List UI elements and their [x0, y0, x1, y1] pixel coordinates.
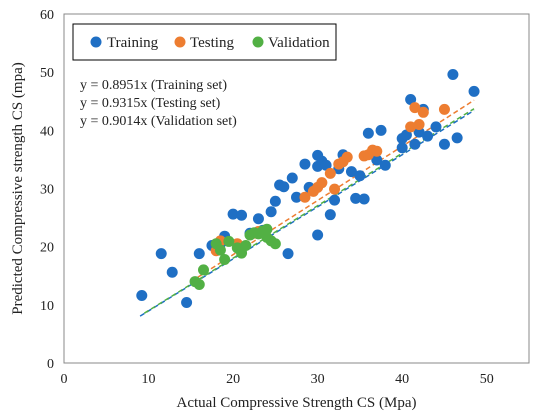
point-testing — [405, 121, 417, 133]
point-training — [155, 248, 167, 260]
point-training — [227, 208, 239, 220]
y-tick-label: 40 — [40, 124, 54, 139]
point-training — [324, 209, 336, 221]
point-training — [329, 194, 341, 206]
legend-label-testing: Testing — [190, 35, 234, 51]
point-training — [320, 159, 332, 171]
point-training — [400, 129, 412, 141]
point-training — [422, 130, 434, 142]
point-training — [375, 124, 387, 136]
point-training — [282, 248, 294, 260]
point-validation — [198, 264, 209, 276]
point-training — [438, 138, 450, 150]
data-points — [136, 68, 480, 309]
x-tick-label: 40 — [395, 372, 409, 387]
point-validation — [240, 240, 252, 252]
point-validation — [193, 278, 205, 290]
point-training — [166, 266, 178, 278]
y-tick-label: 20 — [40, 241, 54, 256]
point-testing — [417, 106, 429, 118]
point-training — [345, 166, 357, 178]
legend-label-validation: Validation — [268, 35, 330, 51]
equation-validation: y = 0.9014x (Validation set) — [80, 114, 237, 129]
point-training — [291, 191, 302, 203]
point-training — [379, 159, 391, 171]
trendline-equations: y = 0.8951x (Training set) y = 0.9315x (… — [80, 78, 237, 129]
x-tick-label: 20 — [226, 372, 240, 387]
legend-box — [72, 23, 337, 61]
point-validation — [214, 244, 226, 256]
point-testing — [299, 191, 311, 203]
equation-training: y = 0.8951x (Training set) — [80, 78, 227, 93]
point-training — [409, 138, 421, 150]
plot-frame — [63, 13, 530, 364]
x-tick-label: 10 — [142, 372, 156, 387]
legend-marker-training — [90, 36, 102, 48]
point-training — [299, 158, 311, 170]
legend: Training Testing Validation — [72, 23, 337, 61]
y-tick-label: 60 — [40, 8, 54, 23]
y-tick-label: 50 — [40, 66, 54, 81]
legend-marker-validation — [252, 36, 264, 48]
point-validation — [223, 235, 235, 247]
point-training — [252, 213, 264, 225]
point-testing — [329, 183, 341, 195]
point-validation — [269, 238, 281, 250]
point-testing — [413, 119, 425, 131]
point-training — [362, 127, 374, 139]
legend-marker-testing — [174, 36, 186, 48]
point-training — [447, 68, 459, 80]
y-axis-title: Predicted Compressive strength CS (mpa) — [10, 62, 26, 314]
point-validation — [219, 253, 231, 265]
point-training — [405, 94, 417, 106]
y-tick-label: 30 — [40, 183, 54, 198]
point-training — [358, 193, 370, 205]
point-training — [451, 132, 463, 144]
x-tick-label: 30 — [311, 372, 325, 387]
y-tick-label: 0 — [47, 357, 54, 372]
point-training — [181, 297, 193, 309]
trendline-training — [139, 109, 475, 317]
point-testing — [324, 167, 336, 179]
x-tick-label: 50 — [480, 372, 494, 387]
point-training — [430, 121, 442, 133]
x-tick-label: 0 — [61, 372, 68, 387]
y-tick-label: 10 — [40, 299, 54, 314]
y-axis-ticks: 0 10 20 30 40 50 60 — [40, 8, 54, 372]
point-testing — [316, 177, 328, 189]
point-training — [350, 192, 362, 204]
point-training — [468, 85, 480, 97]
point-validation — [261, 223, 273, 235]
point-testing — [371, 145, 383, 157]
x-axis-ticks: 0 10 20 30 40 50 — [61, 372, 494, 387]
point-training — [136, 290, 148, 302]
point-testing — [409, 102, 421, 114]
point-training — [371, 154, 383, 166]
point-testing — [438, 103, 450, 115]
point-training — [312, 229, 324, 241]
point-training — [396, 142, 408, 154]
legend-label-training: Training — [107, 35, 159, 51]
point-training — [193, 248, 205, 260]
point-training — [265, 206, 277, 218]
point-training — [269, 195, 281, 207]
point-testing — [341, 151, 353, 163]
point-training — [413, 126, 425, 138]
point-training — [354, 170, 366, 182]
point-training — [278, 181, 290, 193]
point-training — [286, 172, 298, 184]
point-training — [236, 209, 248, 221]
equation-testing: y = 0.9315x (Testing set) — [80, 96, 221, 111]
x-axis-title: Actual Compressive Strength CS (Mpa) — [177, 395, 417, 411]
